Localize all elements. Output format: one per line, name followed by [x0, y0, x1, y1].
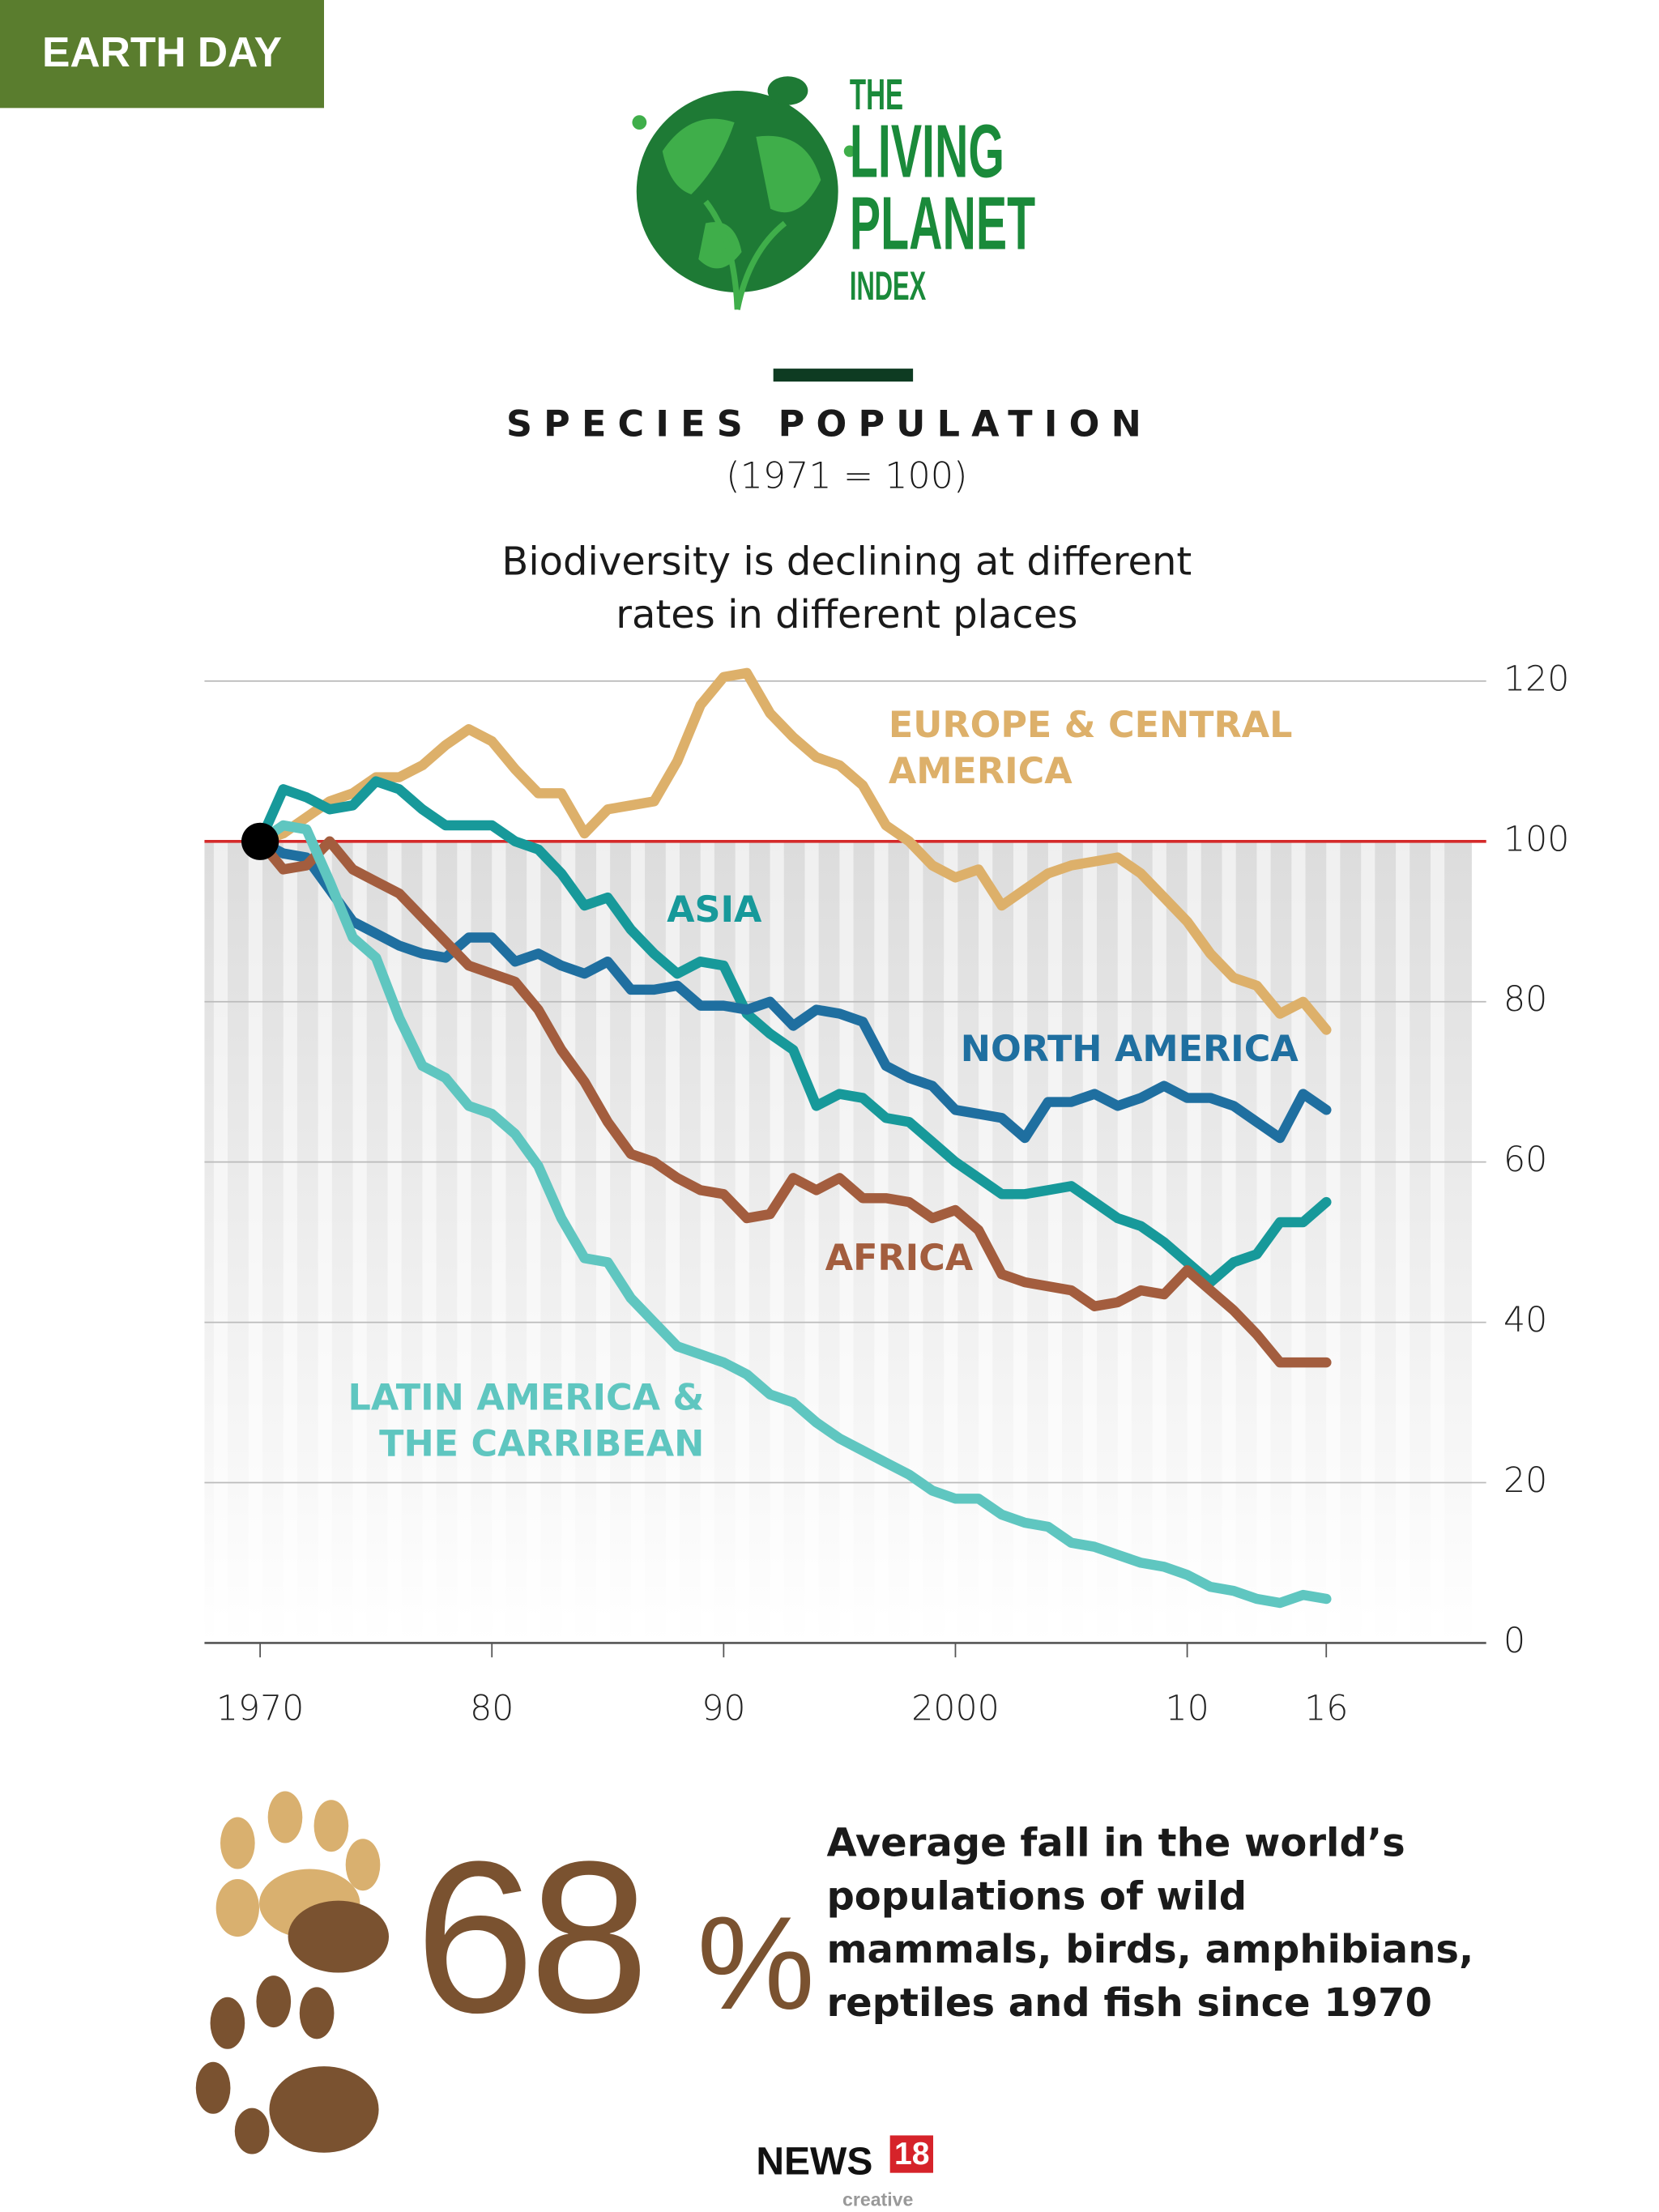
background-stripe [1082, 841, 1097, 1643]
background-stripe [492, 841, 506, 1643]
y-tick-label: 80 [1503, 979, 1547, 1020]
y-tick-label: 40 [1503, 1300, 1547, 1340]
y-tick-label: 100 [1503, 819, 1569, 859]
brand-number: 18 [889, 2135, 934, 2174]
series-line [254, 667, 1332, 1035]
x-tick-label: 16 [1304, 1689, 1348, 1729]
logo-text: THE [849, 71, 904, 120]
background-stripe [1222, 841, 1236, 1643]
background-stripe [1013, 841, 1028, 1643]
logo-text: PLANET [849, 182, 1036, 266]
logo-globe [632, 76, 856, 310]
background-stripe [318, 841, 332, 1643]
paw-prints [195, 1791, 390, 2154]
brand: NEWS [756, 2139, 873, 2184]
stat-text: Average fall in the world’s populations … [826, 1821, 1474, 2027]
background-stripe [1291, 841, 1306, 1643]
x-tick-label: 10 [1165, 1689, 1209, 1729]
chart-title: SPECIES POPULATION [505, 403, 1154, 445]
x-tick-label: 90 [702, 1689, 745, 1729]
background-stripe [457, 841, 471, 1643]
series-line [254, 776, 1332, 1288]
background-stripe [527, 841, 541, 1643]
stat-number: 68 [415, 1815, 650, 2058]
start-dot [241, 822, 279, 860]
background-stripe [1431, 841, 1445, 1643]
logo-text: LIVING [849, 110, 1004, 195]
background-stripe [1117, 841, 1132, 1643]
background-stripe [735, 841, 749, 1643]
y-tick-label: 60 [1503, 1140, 1547, 1180]
background-stripe [387, 841, 402, 1643]
series-line [254, 820, 1332, 1609]
y-tick-label: 0 [1503, 1621, 1525, 1661]
background-stripe [213, 841, 228, 1643]
background-stripe [595, 841, 611, 1643]
chart: 0 20 40 60 80 100 120 1970 80 90 2000 10 16 [204, 658, 1569, 1729]
title-rule [773, 369, 914, 382]
series-label: NORTH AMERICA [960, 1028, 1299, 1070]
background-stripe [1047, 841, 1063, 1643]
background-stripe [561, 841, 576, 1643]
series-label: AFRICA [825, 1237, 974, 1279]
y-tick-label: 120 [1503, 658, 1569, 699]
background-stripe [422, 841, 437, 1643]
background-stripe [283, 841, 297, 1643]
stat-unit: % [697, 1890, 815, 2038]
x-tick-label: 2000 [911, 1689, 1000, 1729]
logo-text: INDEX [849, 263, 927, 309]
background-stripe [630, 841, 646, 1643]
background-stripe [909, 841, 923, 1643]
series-label: EUROPE & CENTRAL AMERICA [888, 704, 1293, 792]
background-stripe [1326, 841, 1341, 1643]
background-stripe [1396, 841, 1410, 1643]
x-tick-label: 80 [470, 1689, 514, 1729]
y-tick-label: 20 [1503, 1460, 1547, 1501]
series-label: ASIA [667, 888, 762, 931]
background-stripe [248, 841, 262, 1643]
background-stripe [944, 841, 958, 1643]
background-stripe [700, 841, 714, 1643]
x-tick-label: 1970 [216, 1689, 305, 1729]
background-stripe [770, 841, 784, 1643]
brand-tag: creative [842, 2189, 914, 2210]
background-stripe [804, 841, 819, 1643]
background-stripe [1361, 841, 1375, 1643]
series-line [254, 836, 1332, 1368]
background-stripe [1187, 841, 1201, 1643]
background-stripe [665, 841, 680, 1643]
background-stripe [352, 841, 367, 1643]
badge: EARTH DAY [0, 0, 325, 109]
chart-subtitle: (1971 = 100) [726, 454, 968, 497]
series-label: LATIN AMERICA & THE CARRIBEAN [348, 1376, 705, 1465]
chart-description: Biodiversity is declining at different r… [501, 539, 1192, 638]
series-line [254, 836, 1332, 1144]
